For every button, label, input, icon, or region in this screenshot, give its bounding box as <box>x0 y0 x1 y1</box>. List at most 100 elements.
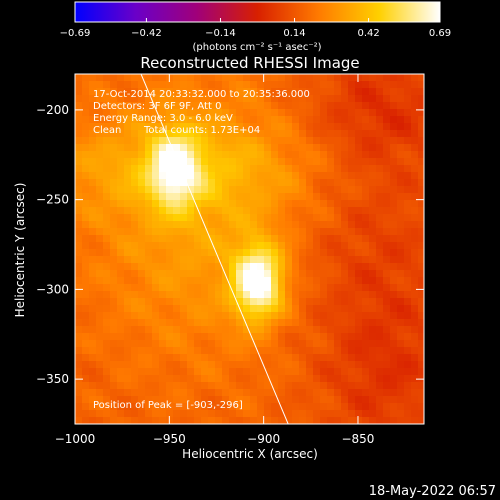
heatmap-cell <box>152 242 160 250</box>
heatmap-cell <box>390 102 398 110</box>
heatmap-cell <box>411 382 419 390</box>
heatmap-cell <box>96 81 104 89</box>
heatmap-cell <box>229 186 237 194</box>
heatmap-cell <box>117 333 125 341</box>
heatmap-cell <box>110 277 118 285</box>
heatmap-cell <box>152 123 160 131</box>
heatmap-cell <box>117 109 125 117</box>
heatmap-cell <box>404 249 412 257</box>
heatmap-cell <box>82 298 90 306</box>
heatmap-cell <box>222 200 230 208</box>
heatmap-cell <box>75 214 83 222</box>
heatmap-cell <box>362 326 370 334</box>
heatmap-cell <box>236 102 244 110</box>
heatmap-cell <box>404 144 412 152</box>
heatmap-cell <box>145 242 153 250</box>
heatmap-cell <box>341 249 349 257</box>
heatmap-cell <box>89 221 97 229</box>
heatmap-cell <box>152 137 160 145</box>
heatmap-cell <box>152 305 160 313</box>
heatmap-cell <box>362 375 370 383</box>
heatmap-cell <box>341 200 349 208</box>
heatmap-cell <box>159 312 167 320</box>
heatmap-cell <box>320 200 328 208</box>
heatmap-cell <box>348 109 356 117</box>
heatmap-cell <box>264 361 272 369</box>
heatmap-cell <box>376 81 384 89</box>
heatmap-cell <box>236 130 244 138</box>
heatmap-cell <box>250 375 258 383</box>
heatmap-cell <box>271 193 279 201</box>
heatmap-cell <box>264 277 272 285</box>
heatmap-cell <box>96 123 104 131</box>
heatmap-cell <box>117 396 125 404</box>
heatmap-cell <box>404 228 412 236</box>
heatmap-cell <box>159 389 167 397</box>
heatmap-cell <box>180 116 188 124</box>
heatmap-cell <box>215 291 223 299</box>
heatmap-cell <box>229 200 237 208</box>
heatmap-cell <box>376 179 384 187</box>
heatmap-cell <box>194 256 202 264</box>
heatmap-cell <box>404 368 412 376</box>
heatmap-cell <box>250 158 258 166</box>
heatmap-cell <box>271 403 279 411</box>
heatmap-cell <box>327 375 335 383</box>
heatmap-cell <box>166 144 174 152</box>
heatmap-cell <box>173 242 181 250</box>
heatmap-cell <box>313 375 321 383</box>
heatmap-cell <box>152 347 160 355</box>
heatmap-cell <box>390 186 398 194</box>
heatmap-cell <box>250 389 258 397</box>
heatmap-cell <box>383 347 391 355</box>
heatmap-cell <box>271 375 279 383</box>
heatmap-cell <box>250 291 258 299</box>
heatmap-cell <box>89 109 97 117</box>
heatmap-cell <box>75 193 83 201</box>
heatmap-cell <box>75 382 83 390</box>
heatmap-cell <box>229 305 237 313</box>
heatmap-cell <box>390 74 398 82</box>
heatmap-cell <box>250 368 258 376</box>
heatmap-cell <box>173 256 181 264</box>
heatmap-cell <box>159 151 167 159</box>
heatmap-cell <box>124 137 132 145</box>
heatmap-cell <box>334 193 342 201</box>
heatmap-cell <box>166 214 174 222</box>
heatmap-cell <box>152 109 160 117</box>
heatmap-cell <box>159 284 167 292</box>
heatmap-cell <box>411 186 419 194</box>
heatmap-cell <box>355 137 363 145</box>
heatmap-cell <box>404 340 412 348</box>
heatmap-cell <box>124 102 132 110</box>
heatmap-cell <box>208 207 216 215</box>
heatmap-cell <box>110 403 118 411</box>
heatmap-cell <box>124 207 132 215</box>
heatmap-cell <box>173 123 181 131</box>
heatmap-cell <box>180 333 188 341</box>
heatmap-cell <box>327 235 335 243</box>
heatmap-cell <box>159 207 167 215</box>
heatmap-cell <box>271 263 279 271</box>
heatmap-cell <box>418 186 424 194</box>
heatmap-cell <box>292 214 300 222</box>
heatmap-cell <box>229 284 237 292</box>
heatmap-cell <box>187 221 195 229</box>
heatmap-cell <box>334 95 342 103</box>
heatmap-cell <box>82 130 90 138</box>
heatmap-cell <box>355 186 363 194</box>
heatmap-cell <box>208 228 216 236</box>
heatmap-cell <box>145 361 153 369</box>
heatmap-cell <box>362 200 370 208</box>
heatmap-cell <box>313 277 321 285</box>
heatmap-cell <box>117 144 125 152</box>
heatmap-cell <box>327 116 335 124</box>
heatmap-cell <box>194 158 202 166</box>
heatmap-cell <box>243 207 251 215</box>
heatmap-cell <box>411 305 419 313</box>
heatmap-cell <box>334 375 342 383</box>
heatmap-cell <box>229 382 237 390</box>
heatmap-cell <box>124 382 132 390</box>
heatmap-cell <box>264 256 272 264</box>
heatmap-cell <box>166 242 174 250</box>
